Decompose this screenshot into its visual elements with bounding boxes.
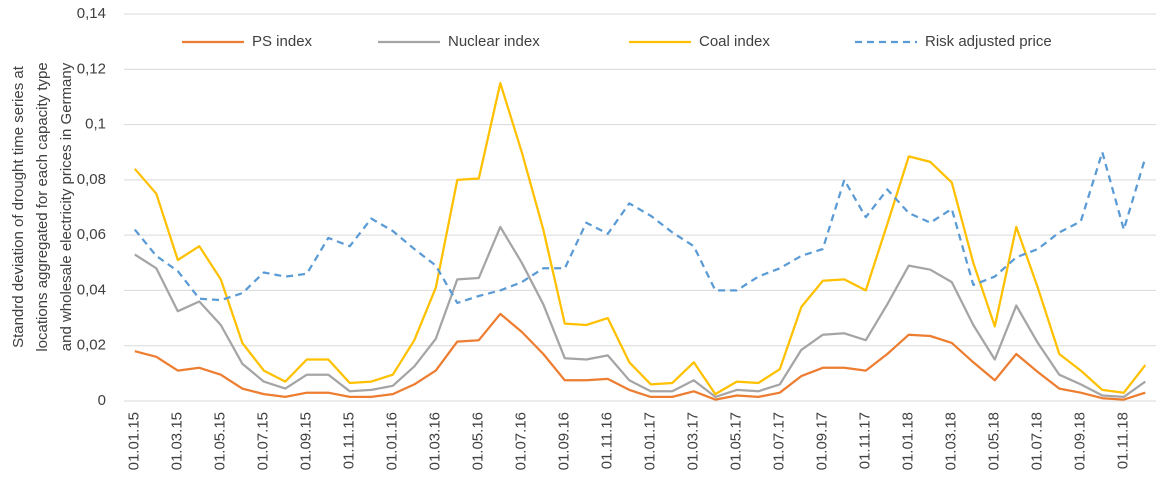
x-tick-label: 01.05.18 — [986, 412, 1003, 470]
x-tick-label: 01.05.15 — [212, 412, 229, 470]
x-tick-label: 01.07.15 — [255, 412, 272, 470]
data-line — [133, 81, 1147, 396]
x-tick-label: 01.09.15 — [298, 412, 315, 470]
x-tick-label: 01.01.17 — [642, 412, 659, 470]
x-tick-label: 01.05.17 — [728, 412, 745, 470]
legend-item: Risk adjusted price — [855, 33, 1052, 50]
y-tick-label: 0,12 — [77, 60, 106, 77]
x-tick-label: 01.11.17 — [857, 412, 874, 469]
x-tick-label: 01.01.18 — [900, 412, 917, 470]
x-tick-label: 01.01.15 — [126, 412, 143, 470]
legend-item: Nuclear index — [378, 33, 540, 50]
x-tick-label: 01.11.18 — [1115, 412, 1132, 469]
legend-label: PS index — [252, 33, 313, 50]
x-tick-label: 01.05.16 — [470, 412, 487, 470]
x-tick-label: 01.07.18 — [1029, 412, 1046, 470]
x-tick-label: 01.09.17 — [814, 412, 831, 470]
y-tick-label: 0,1 — [85, 116, 106, 133]
y-tick-label: 0,02 — [77, 337, 106, 354]
y-tick-label: 0,06 — [77, 226, 106, 243]
y-axis-label: Standrd deviation of drought time series… — [10, 65, 27, 348]
legend-label: Nuclear index — [448, 33, 540, 50]
y-tick-label: 0,04 — [77, 281, 106, 298]
x-tick-label: 01.07.16 — [513, 412, 530, 470]
data-line — [133, 151, 1147, 305]
legend-item: Coal index — [629, 33, 770, 50]
data-line — [134, 312, 1146, 401]
legend-item: PS index — [182, 33, 313, 50]
data-line — [134, 225, 1146, 399]
x-tick-label: 01.03.16 — [427, 412, 444, 470]
legend-label: Risk adjusted price — [925, 33, 1052, 50]
y-tick-label: 0,08 — [77, 171, 106, 188]
x-tick-label: 01.11.16 — [599, 412, 616, 469]
y-axis-label: locations aggregated for each capacity t… — [34, 62, 51, 351]
x-tick-label: 01.03.17 — [685, 412, 702, 470]
y-axis-label: and wholesale electricity prices in Germ… — [58, 62, 75, 351]
x-tick-label: 01.03.18 — [943, 412, 960, 470]
x-tick-label: 01.03.15 — [169, 412, 186, 470]
y-tick-label: 0 — [98, 392, 106, 409]
y-tick-label: 0,14 — [77, 5, 106, 22]
x-tick-label: 01.09.18 — [1072, 412, 1089, 470]
x-tick-label: 01.07.17 — [771, 412, 788, 470]
x-tick-label: 01.09.16 — [556, 412, 573, 470]
x-tick-label: 01.11.15 — [341, 412, 358, 469]
legend-label: Coal index — [699, 33, 770, 50]
x-tick-label: 01.01.16 — [384, 412, 401, 470]
